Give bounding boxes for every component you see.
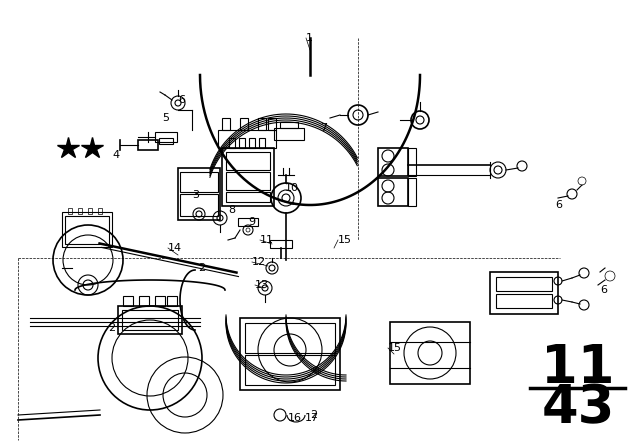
Bar (155, 132, 177, 142)
Text: 1: 1 (306, 33, 313, 43)
Bar (268, 118, 276, 130)
Bar (65, 216, 109, 244)
Bar (238, 218, 258, 226)
Text: 6: 6 (178, 95, 185, 105)
Bar (390, 322, 470, 384)
Bar (222, 118, 230, 130)
Bar (98, 208, 102, 214)
Bar (378, 178, 408, 206)
Bar (78, 208, 82, 214)
Text: 2: 2 (108, 323, 115, 333)
Text: 7: 7 (320, 123, 327, 133)
Bar (118, 306, 182, 334)
Bar (496, 294, 552, 308)
Bar (167, 296, 177, 306)
Bar (180, 172, 218, 192)
Bar (245, 323, 335, 353)
Bar (496, 277, 552, 291)
Text: 9: 9 (248, 217, 255, 227)
Bar (258, 118, 266, 130)
Bar (408, 178, 416, 206)
Bar (159, 138, 173, 144)
Bar (378, 148, 408, 176)
Bar (88, 208, 92, 214)
Bar (280, 122, 298, 128)
Text: 13: 13 (255, 280, 269, 290)
Text: 16: 16 (288, 413, 302, 423)
Bar (178, 168, 220, 220)
Bar (62, 212, 112, 247)
Text: 17: 17 (305, 413, 319, 423)
Text: 6: 6 (600, 285, 607, 295)
Text: 10: 10 (285, 183, 299, 193)
Bar (239, 138, 245, 148)
Text: 8: 8 (228, 205, 235, 215)
Bar (123, 296, 133, 306)
Bar (245, 355, 335, 385)
Bar (218, 130, 276, 148)
Bar (274, 128, 304, 140)
Text: 3: 3 (192, 190, 199, 200)
Bar (226, 172, 270, 190)
Bar (240, 118, 248, 130)
Bar (122, 310, 178, 330)
Text: 12: 12 (252, 257, 266, 267)
Text: 2: 2 (198, 263, 205, 273)
Bar (490, 272, 558, 314)
Bar (270, 240, 292, 248)
Bar (68, 208, 72, 214)
Text: 15: 15 (388, 343, 402, 353)
Text: 5: 5 (162, 113, 169, 123)
Text: 14: 14 (168, 243, 182, 253)
Bar (229, 138, 235, 148)
Bar (259, 138, 265, 148)
Bar (139, 296, 149, 306)
Bar (226, 192, 270, 202)
Text: 2: 2 (310, 410, 317, 420)
Bar (249, 138, 255, 148)
Text: 11: 11 (541, 342, 615, 394)
Text: 6: 6 (555, 200, 562, 210)
Bar (138, 140, 158, 150)
Bar (240, 318, 340, 390)
Bar (222, 148, 274, 206)
Bar (155, 296, 165, 306)
Bar (408, 148, 416, 176)
Text: 11: 11 (260, 235, 274, 245)
Text: 43: 43 (541, 382, 614, 434)
Text: 15: 15 (338, 235, 352, 245)
Bar (180, 194, 218, 216)
Bar (226, 152, 270, 170)
Text: 4: 4 (112, 150, 119, 160)
